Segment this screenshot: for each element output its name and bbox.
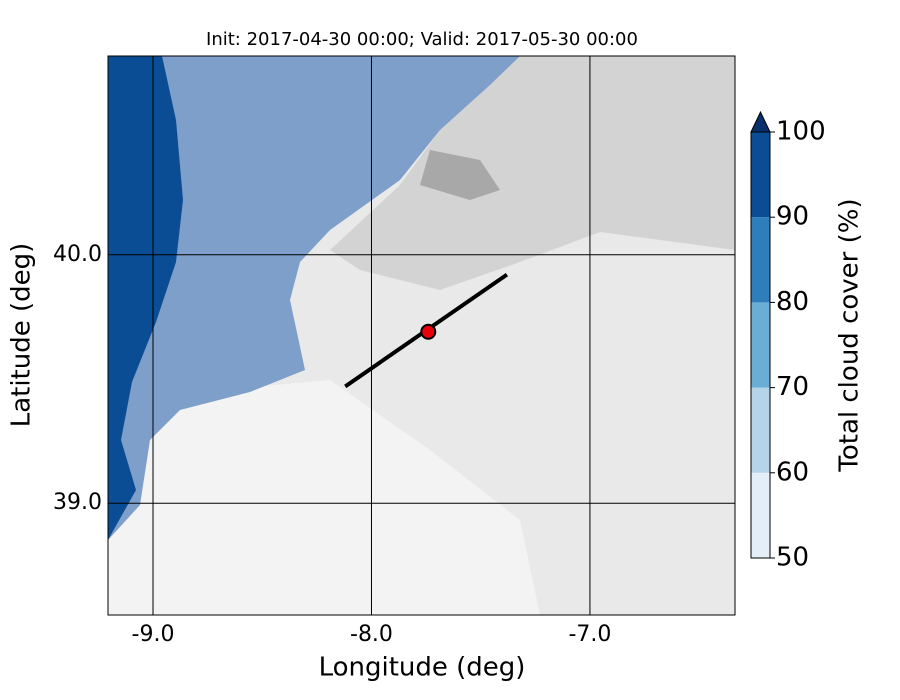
- cloud-region: [108, 56, 520, 540]
- colorbar-band: [751, 302, 770, 388]
- terrain-low: [108, 380, 540, 615]
- colorbar-label: Total cloud cover (%): [835, 198, 865, 472]
- colorbar-tick-label: 90: [776, 202, 809, 232]
- colorbar-band: [751, 217, 770, 303]
- plot-frame: [107, 55, 736, 616]
- x-tick-label: -8.0: [350, 622, 393, 647]
- colorbar-band: [751, 132, 770, 218]
- x-axis-label: Longitude (deg): [319, 653, 526, 683]
- colorbar-tick-label: 50: [776, 543, 809, 573]
- y-axis-label: Latitude (deg): [7, 243, 37, 428]
- colorbar-band: [751, 387, 770, 473]
- colorbar-band: [751, 472, 770, 558]
- colorbar-frame: [750, 131, 771, 559]
- terrain-peak: [420, 150, 500, 200]
- y-tick-label: 40.0: [53, 242, 102, 267]
- x-tick-label: -9.0: [132, 622, 175, 647]
- chart-title: Init: 2017-04-30 00:00; Valid: 2017-05-3…: [206, 29, 638, 50]
- cloud-region-dense: [108, 56, 183, 540]
- colorbar-tick-label: 60: [776, 457, 809, 487]
- colorbar-tick-label: 80: [776, 287, 809, 317]
- map-background: [108, 56, 735, 615]
- location-point: [420, 323, 437, 340]
- x-tick-label: -7.0: [568, 622, 611, 647]
- colorbar-extend: [750, 110, 771, 133]
- colorbar-tick-label: 70: [776, 372, 809, 402]
- y-tick-label: 39.0: [53, 490, 102, 515]
- terrain-high: [330, 56, 735, 290]
- colorbar-tick-label: 100: [776, 117, 826, 147]
